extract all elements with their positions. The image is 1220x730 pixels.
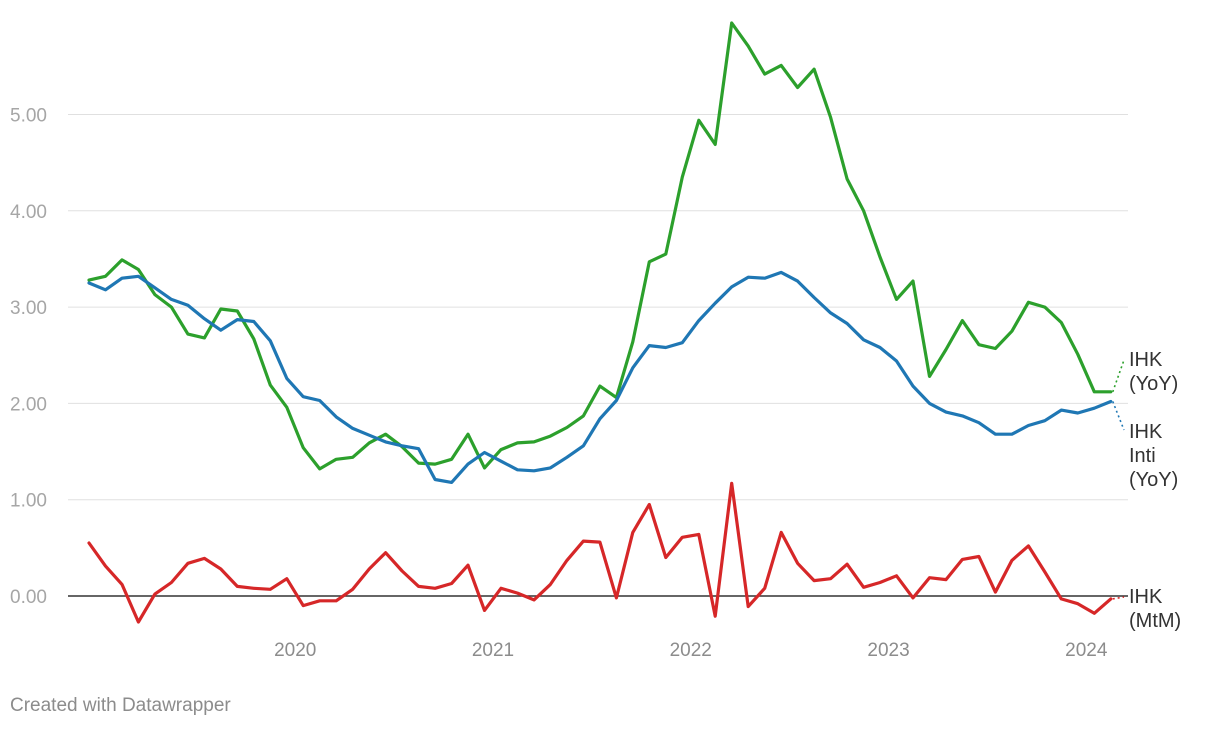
series-line [87,21,1113,471]
label-connector [1112,359,1125,393]
series-line [87,270,1113,484]
series-label: IHK (MtM) [1129,586,1181,632]
y-tick-label: 2.00 [10,394,47,415]
y-tick-label: 3.00 [10,298,47,319]
series-lines [87,21,1113,624]
y-tick-label: 4.00 [10,202,47,223]
x-tick-label: 2021 [472,640,514,661]
y-tick-label: 0.00 [10,587,47,608]
y-tick-label: 5.00 [10,106,47,127]
x-tick-label: 2020 [274,640,316,661]
y-axis-ticks: 0.00 1.00 2.00 3.00 4.00 5.00 [10,106,47,609]
x-tick-label: 2023 [867,640,909,661]
x-axis-ticks: 2020 2021 2022 2023 2024 [274,640,1108,661]
x-tick-label: 2024 [1065,640,1108,661]
y-tick-label: 1.00 [10,491,47,512]
series-label: IHK Inti (YoY) [1129,421,1178,491]
x-tick-label: 2022 [670,640,712,661]
label-connector [1112,596,1125,600]
gridlines [68,114,1128,597]
series-label: IHK (YoY) [1129,349,1178,395]
series-line [87,481,1113,624]
footer-credit: Created with Datawrapper [10,695,231,716]
label-connector [1112,401,1125,431]
series-labels: IHK (YoY) IHK Inti (YoY) IHK (MtM) [1112,349,1181,632]
